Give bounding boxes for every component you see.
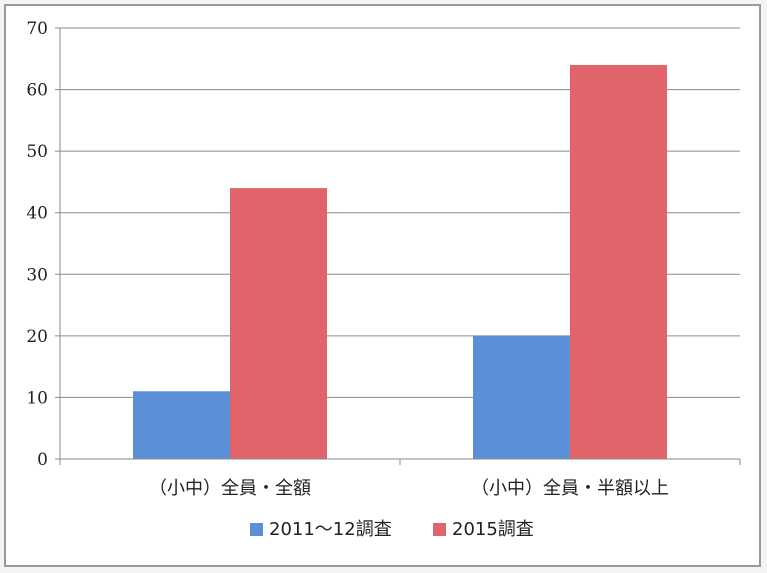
legend-swatch	[433, 523, 446, 536]
bars	[133, 64, 667, 460]
axes	[59, 28, 741, 465]
legend-label: 2011～12調査	[269, 519, 392, 540]
y-tick-label: 70	[26, 19, 48, 39]
y-tick-label: 30	[26, 265, 48, 285]
y-tick-label: 60	[26, 81, 48, 101]
y-tick-label: 0	[37, 450, 48, 470]
category-labels: （小中）全員・全額 （小中）全員・半額以上	[149, 478, 669, 499]
y-axis-ticks: 0 10 20 30 40 50 60 70	[26, 19, 60, 470]
y-tick-label: 40	[26, 204, 48, 224]
bar	[570, 64, 667, 459]
bar	[133, 391, 230, 459]
x-category-label: （小中）全員・半額以上	[471, 478, 669, 499]
legend: 2011～12調査 2015調査	[250, 519, 534, 540]
y-tick-label: 10	[26, 388, 48, 408]
y-tick-label: 20	[26, 327, 48, 347]
legend-swatch	[250, 523, 263, 536]
bar	[230, 188, 327, 460]
y-tick-label: 50	[26, 142, 48, 162]
x-category-label: （小中）全員・全額	[149, 478, 311, 499]
legend-label: 2015調査	[452, 519, 534, 540]
bar	[473, 335, 570, 459]
